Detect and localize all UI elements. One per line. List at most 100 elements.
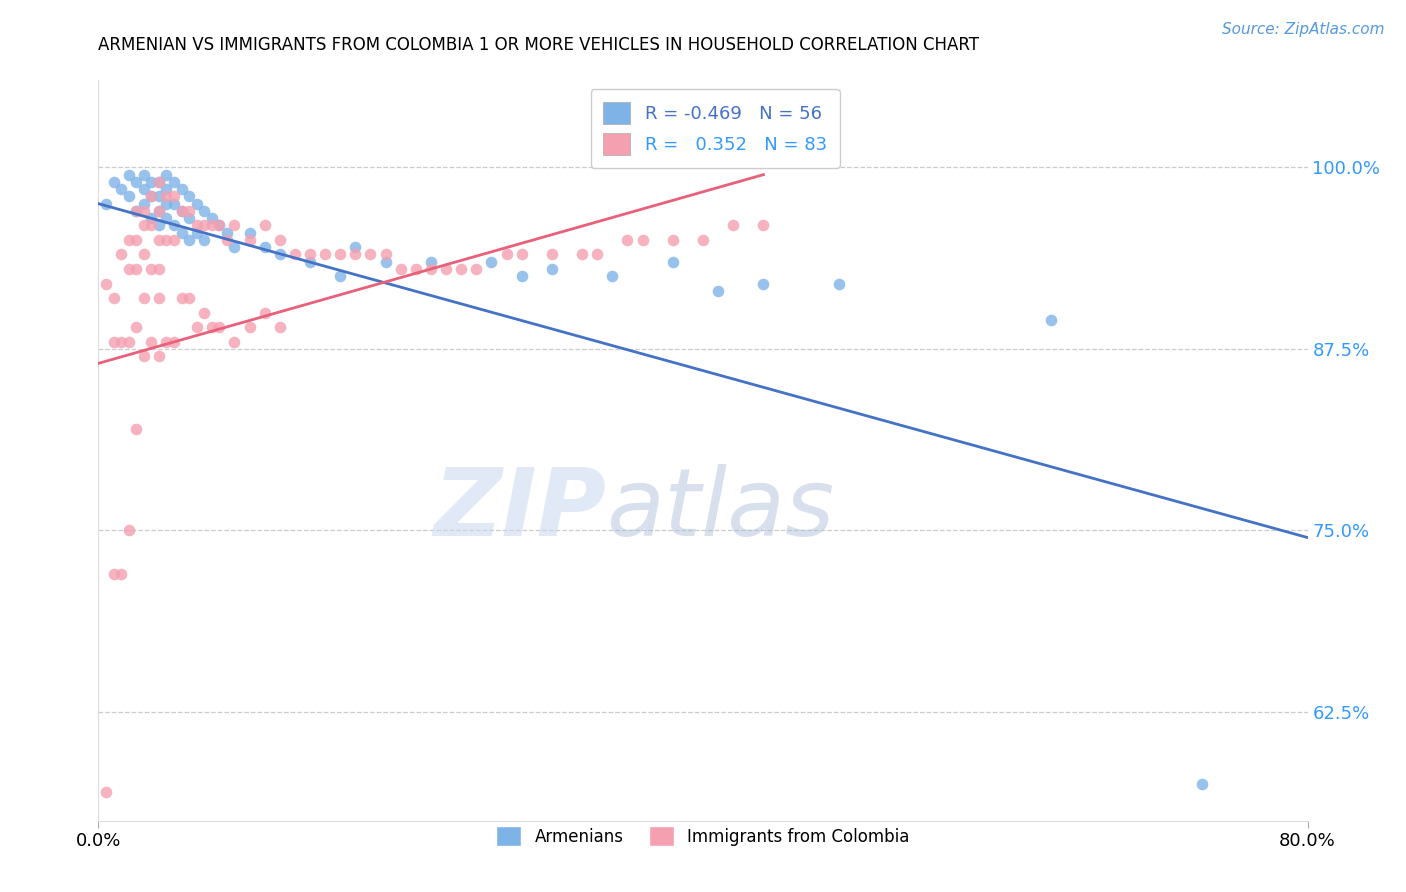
Point [450,262,472,277]
Point [125,262,148,277]
Point [141,262,163,277]
Point [132,349,155,363]
Point [208,219,231,233]
Point [103,291,125,305]
Point [344,240,367,254]
Point [692,233,714,247]
Point [118,334,141,349]
Text: atlas: atlas [606,464,835,555]
Point [707,284,730,298]
Point [125,203,148,218]
Point [540,262,562,277]
Point [201,320,224,334]
Point [110,334,132,349]
Point [118,524,141,538]
Point [155,182,177,196]
Point [148,203,170,218]
Point [540,247,562,261]
Point [125,422,148,436]
Point [148,219,170,233]
Point [148,291,170,305]
Point [239,233,262,247]
Point [360,247,382,261]
Point [125,175,148,189]
Point [179,203,201,218]
Point [155,211,177,226]
Point [141,211,163,226]
Point [329,247,352,261]
Point [465,262,488,277]
Point [155,196,177,211]
Point [1039,313,1062,327]
Point [94,196,117,211]
Point [118,168,141,182]
Text: ARMENIAN VS IMMIGRANTS FROM COLOMBIA 1 OR MORE VEHICLES IN HOUSEHOLD CORRELATION: ARMENIAN VS IMMIGRANTS FROM COLOMBIA 1 O… [98,36,980,54]
Point [163,189,186,203]
Point [125,203,148,218]
Point [344,247,367,261]
Point [179,291,201,305]
Point [201,211,224,226]
Point [253,240,276,254]
Point [186,226,208,240]
Point [510,247,533,261]
Point [193,219,215,233]
Point [148,175,170,189]
Point [118,189,141,203]
Point [723,219,745,233]
Point [94,277,117,291]
Point [631,233,654,247]
Point [132,196,155,211]
Point [148,262,170,277]
Point [163,196,186,211]
Point [132,203,155,218]
Point [170,291,193,305]
Point [132,182,155,196]
Point [224,240,246,254]
Point [155,189,177,203]
Point [389,262,412,277]
Point [132,219,155,233]
Point [215,233,238,247]
Point [299,254,322,268]
Point [163,175,186,189]
Point [374,254,396,268]
Point [193,203,215,218]
Point [193,233,215,247]
Legend: Armenians, Immigrants from Colombia: Armenians, Immigrants from Colombia [489,820,917,853]
Point [186,219,208,233]
Point [253,219,276,233]
Point [208,320,231,334]
Point [616,233,638,247]
Point [420,262,443,277]
Point [481,254,503,268]
Point [148,189,170,203]
Point [125,320,148,334]
Point [94,784,117,798]
Point [179,211,201,226]
Point [510,269,533,284]
Point [253,305,276,319]
Point [110,566,132,581]
Point [208,219,231,233]
Point [269,320,291,334]
Point [118,262,141,277]
Point [155,168,177,182]
Point [103,175,125,189]
Point [148,349,170,363]
Point [141,175,163,189]
Point [269,233,291,247]
Point [179,189,201,203]
Text: ZIP: ZIP [433,464,606,556]
Point [314,247,336,261]
Text: Source: ZipAtlas.com: Source: ZipAtlas.com [1222,22,1385,37]
Point [148,175,170,189]
Point [110,182,132,196]
Point [103,334,125,349]
Point [103,566,125,581]
Point [141,334,163,349]
Point [141,219,163,233]
Point [215,226,238,240]
Point [163,334,186,349]
Point [148,203,170,218]
